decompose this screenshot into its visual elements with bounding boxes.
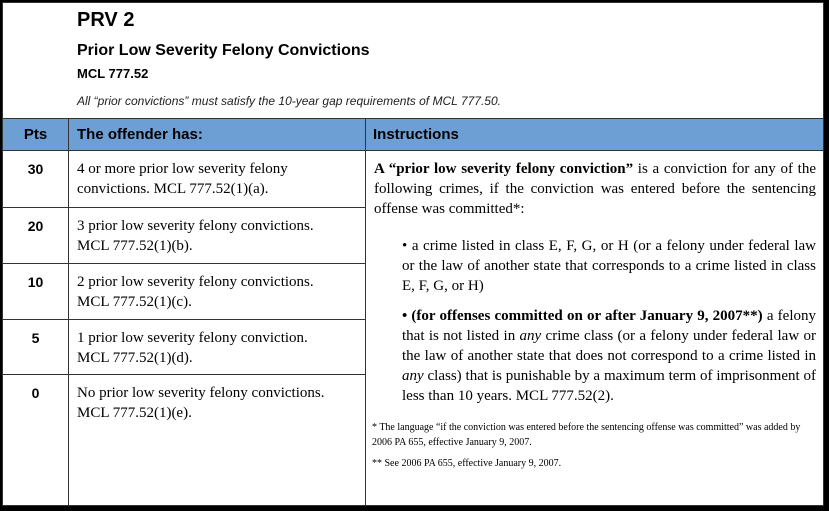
row-points: 20: [3, 208, 69, 263]
instructions-bullet-1: • a crime listed in class E, F, G, or H …: [402, 238, 816, 294]
row-points: 30: [3, 151, 69, 207]
instructions-cell: A “prior low severity felony conviction”…: [366, 151, 823, 505]
row-description: 2 prior low severity felony convictions.…: [69, 264, 366, 319]
intro-text: is a conviction for any of the following…: [374, 161, 816, 217]
row-description-line: MCL 777.52(1)(e).: [77, 405, 192, 421]
table-row: 20 3 prior low severity felony convictio…: [3, 208, 366, 264]
bullet-2-emphasis: any: [402, 368, 424, 384]
row-description: No prior low severity felony convictions…: [69, 375, 366, 505]
instructions-intro: A “prior low severity felony conviction”…: [374, 159, 816, 219]
row-description: 4 or more prior low severity felony conv…: [69, 151, 366, 207]
row-description-line: 4 or more prior low severity felony: [77, 161, 288, 177]
document-frame: PRV 2 Prior Low Severity Felony Convicti…: [2, 2, 824, 506]
row-description-line: 1 prior low severity felony conviction.: [77, 330, 308, 346]
table-row: 5 1 prior low severity felony conviction…: [3, 320, 366, 375]
header-instructions: Instructions: [373, 126, 459, 143]
row-description: 3 prior low severity felony convictions.…: [69, 208, 366, 263]
table-row: 10 2 prior low severity felony convictio…: [3, 264, 366, 320]
variable-title: Prior Low Severity Felony Convictions: [77, 42, 370, 59]
table-row: 0 No prior low severity felony convictio…: [3, 375, 366, 505]
instructions-bullet-2: • (for offenses committed on or after Ja…: [402, 306, 816, 406]
bullet-2-emphasis: any: [519, 328, 542, 344]
header-offender: The offender has:: [69, 119, 366, 150]
table-row: 30 4 or more prior low severity felony c…: [3, 151, 366, 208]
row-points: 5: [3, 320, 69, 374]
variable-code: PRV 2: [77, 9, 135, 31]
statute-reference: MCL 777.52: [77, 66, 149, 81]
bullet-2-date-clause: • (for offenses committed on or after Ja…: [402, 308, 763, 324]
row-description: 1 prior low severity felony conviction. …: [69, 320, 366, 374]
bullet-2-text: a felony that is not listed in: [402, 308, 816, 344]
variable-header: PRV 2 Prior Low Severity Felony Convicti…: [3, 3, 823, 119]
row-description-line: MCL 777.52(1)(d).: [77, 350, 193, 366]
row-description-line: MCL 777.52(1)(c).: [77, 294, 192, 310]
row-description-line: No prior low severity felony convictions…: [77, 385, 325, 401]
footnote-1: * The language “if the conviction was en…: [372, 422, 801, 448]
header-pts: Pts: [3, 119, 69, 150]
row-description-line: 3 prior low severity felony convictions.: [77, 218, 314, 234]
gap-requirement-note: All “prior convictions” must satisfy the…: [77, 94, 501, 108]
footnote-2: ** See 2006 PA 655, effective January 9,…: [372, 458, 562, 469]
row-description-line: convictions. MCL 777.52(1)(a).: [77, 181, 269, 197]
table-header: Pts The offender has: Instructions: [3, 119, 823, 151]
row-description-line: 2 prior low severity felony convictions.: [77, 274, 314, 290]
row-points: 0: [3, 375, 69, 505]
bullet-2-text: crime class (or a felony under federal l…: [402, 328, 816, 364]
row-points: 10: [3, 264, 69, 319]
row-description-line: MCL 777.52(1)(b).: [77, 238, 193, 254]
intro-term: A “prior low severity felony conviction”: [374, 161, 634, 177]
bullet-2-text: class) that is punishable by a maximum t…: [402, 368, 816, 404]
